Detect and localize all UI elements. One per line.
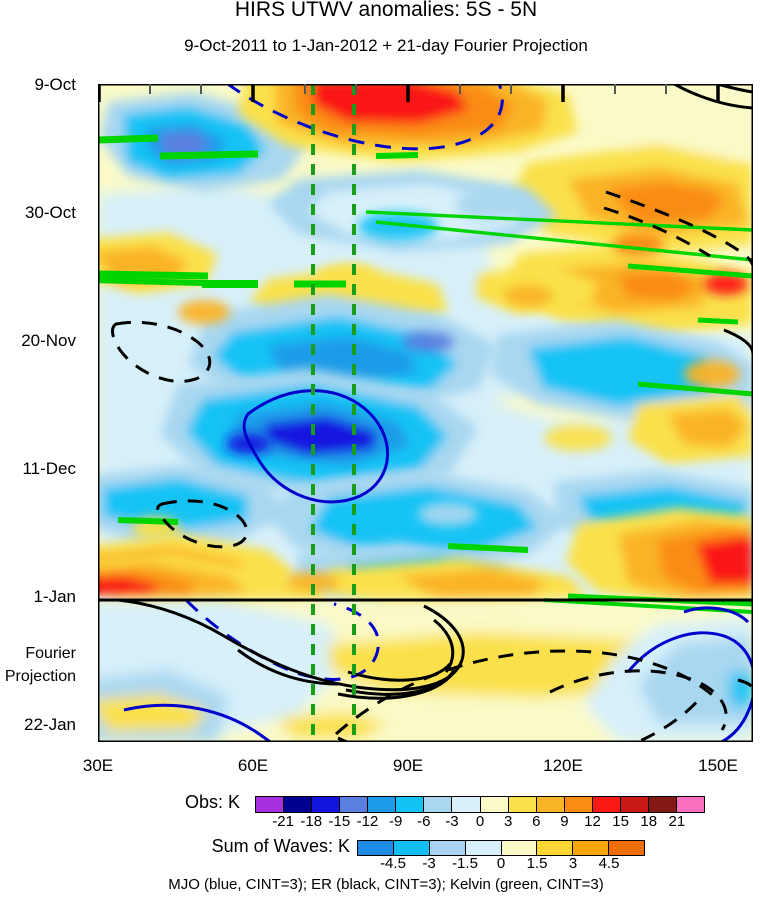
colorbar-segment [284,797,313,812]
colorbar-segment [452,797,481,812]
colorbar-obs-ticks: -21 -18 -15 -12 -9 -6 -3 0 3 6 9 12 15 18 21 [255,813,705,831]
colorbar-tick-label: 6 [532,813,541,830]
colorbar-segment [609,841,644,855]
page-title: HIRS UTWV anomalies: 5S - 5N [234,0,538,21]
colorbar-segment [429,841,466,855]
colorbar-segment [465,841,502,855]
colorbar-segment [393,841,430,855]
colorbar-waves-label: Sum of Waves: K [211,836,350,856]
er-wave-contours [111,84,753,742]
y-tick-label-0: 9-Oct [34,75,76,94]
colorbar-tick-label: 0 [496,855,506,872]
colorbar-segment [396,797,425,812]
colorbar-tick-label: 3 [568,855,578,872]
colorbar-tick-label: -15 [328,813,351,830]
colorbar-segment [480,797,509,812]
colorbar-sum-of-waves: Sum of Waves: K -4.5 -3 -1.5 0 1.5 3 4.5 [0,836,772,874]
colorbar-segment [256,797,285,812]
colorbar-tick-label: -21 [272,813,294,830]
colorbar-segment [424,797,453,812]
y-tick-label-3: 11-Dec [22,459,76,478]
figure-subtitle: 9-Oct-2011 to 1-Jan-2012 + 21-day Fourie… [184,36,588,55]
colorbar-tick-label: 18 [640,813,658,830]
x-axis-major-ticks [98,84,720,102]
colorbar-tick-label: 12 [584,813,601,830]
colorbar-segment [312,797,341,812]
y-tick-label-1: 30-Oct [24,203,76,222]
colorbar-segment [501,841,538,855]
fourier-projection-note-line1: Fourier [25,645,76,662]
colorbar-tick-label: -18 [300,813,323,830]
x-tick-label-4: 150E [698,756,738,775]
mjo-wave-contours [123,84,753,742]
colorbar-segment [573,841,610,855]
colorbar-tick-label: 21 [668,813,686,830]
colorbar-tick-label: 3 [503,813,513,830]
colorbar-segment [648,797,677,812]
colorbar-tick-label: -6 [417,813,431,830]
reference-longitude-lines [311,84,356,742]
x-tick-label-1: 60E [237,756,269,775]
colorbar-segment [536,797,565,812]
colorbar-waves-swatches [357,840,645,856]
colorbar-waves-ticks: -4.5 -3 -1.5 0 1.5 3 4.5 [357,855,645,873]
colorbar-segment [358,841,394,855]
hovmoller-plot-area [98,84,753,742]
colorbar-segment [592,797,621,812]
fourier-projection-note-line2: Projection [4,668,76,685]
y-tick-label-5: 22-Jan [24,715,76,734]
colorbar-segment [340,797,369,812]
y-tick-label-2: 20-Nov [21,331,76,350]
colorbar-tick-label: 9 [560,813,569,830]
colorbar-tick-label: -4.5 [380,855,406,872]
colorbar-segment [368,797,397,812]
colorbar-tick-label: 0 [475,813,485,830]
x-tick-label-3: 120E [543,756,583,775]
x-tick-label-2: 90E [392,756,424,775]
colorbar-tick-label: -3 [422,855,436,872]
y-axis: 9-Oct 30-Oct 20-Nov 11-Dec 1-Jan 22-Jan … [0,0,98,742]
colorbar-tick-label: -3 [445,813,459,830]
colorbar-tick-label: -1.5 [452,855,478,872]
colorbar-obs: Obs: K -21 -18 -15 -12 -9 -6 -3 0 3 6 9 12 15 18 21 [0,792,772,832]
y-tick-label-4: 1-Jan [33,587,76,606]
colorbar-segment [676,797,704,812]
hovmoller-canvas [98,84,753,742]
colorbar-tick-label: 1.5 [526,855,548,872]
colorbar-tick-label: 4.5 [598,855,620,872]
wave-legend-note: MJO (blue, CINT=3); ER (black, CINT=3); … [168,876,604,893]
colorbar-tick-label: 15 [612,813,629,830]
colorbar-tick-label: -12 [356,813,379,830]
colorbar-obs-swatches [255,796,705,813]
colorbar-segment [508,797,537,812]
colorbar-segment [564,797,593,812]
shaded-anomaly-field [98,84,753,742]
x-tick-label-0: 30E [82,756,114,775]
colorbar-segment [620,797,649,812]
colorbar-tick-label: -9 [388,813,403,830]
colorbar-segment [537,841,574,855]
colorbar-obs-label: Obs: K [184,792,240,812]
